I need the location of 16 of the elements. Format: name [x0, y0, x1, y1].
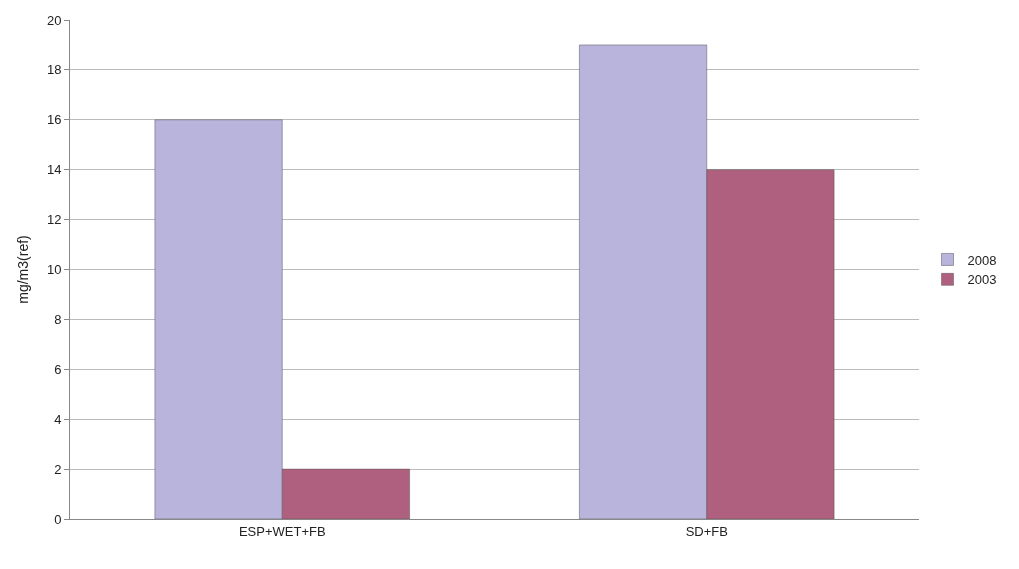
y-tick-label: 8 — [54, 311, 62, 327]
y-axis-title: mg/m3(ref) — [14, 235, 31, 304]
y-tick-label: 16 — [46, 112, 62, 128]
y-tick-label: 14 — [46, 162, 62, 178]
y-tick-label: 4 — [54, 411, 62, 427]
x-tick-label: SD+FB — [685, 523, 728, 539]
y-tick-label: 18 — [46, 62, 62, 78]
x-tick-label: ESP+WET+FB — [238, 523, 326, 539]
legend-label: 2008 — [967, 252, 997, 268]
y-tick-label: 0 — [54, 511, 62, 527]
legend-label: 2003 — [967, 272, 997, 288]
y-tick-label: 6 — [54, 361, 62, 377]
y-tick-label: 2 — [54, 461, 62, 477]
y-tick-label: 20 — [46, 12, 62, 28]
y-tick-label: 12 — [46, 212, 62, 228]
y-tick-label: 10 — [46, 262, 62, 278]
